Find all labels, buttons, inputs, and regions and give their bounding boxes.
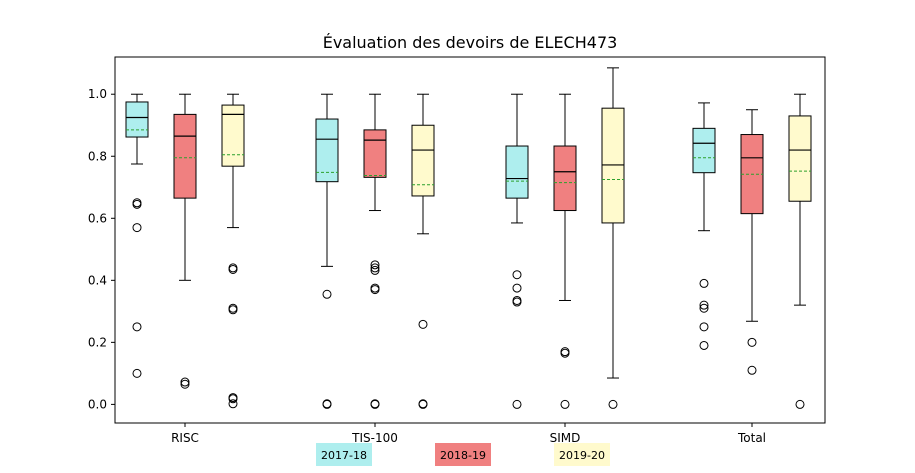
legend: 2017-18 2018-19 2019-20	[316, 443, 610, 466]
box	[505, 145, 529, 199]
outlier-point	[228, 394, 238, 404]
boxplot-2019-20-Total	[788, 93, 812, 409]
boxplot-2019-20-SIMD	[601, 67, 625, 409]
y-tick-label: 0.2	[88, 335, 107, 349]
outlier-point	[512, 283, 522, 293]
y-axis: 0.0 0.2 0.4 0.6 0.8 1.0	[88, 87, 115, 411]
outlier-point	[132, 199, 142, 209]
outlier-point	[699, 300, 709, 310]
legend-label: 2017-18	[321, 449, 367, 462]
outlier-point	[370, 265, 380, 275]
outlier-point	[132, 368, 142, 378]
outlier-point	[322, 289, 332, 299]
boxplot-2019-20-RISC	[221, 93, 245, 409]
outlier-point	[699, 303, 709, 313]
boxplot-2017-18-SIMD	[505, 93, 529, 409]
outlier-point	[322, 399, 332, 409]
legend-swatch	[435, 443, 491, 466]
outlier-point	[370, 399, 380, 409]
boxplot-2019-20-TIS-100	[411, 93, 435, 409]
boxplots	[125, 67, 812, 409]
outlier-point	[132, 322, 142, 332]
boxplot-2018-19-SIMD	[553, 93, 577, 409]
outlier-point	[512, 297, 522, 307]
outlier-point	[228, 305, 238, 315]
boxplot-2018-19-Total	[740, 109, 764, 375]
outlier-point	[180, 379, 190, 389]
legend-label: 2018-19	[440, 449, 486, 462]
box	[601, 107, 625, 224]
y-tick-label: 0.0	[88, 397, 107, 411]
outlier-point	[512, 270, 522, 280]
boxplot-2017-18-Total	[692, 102, 716, 350]
box	[788, 115, 812, 202]
x-tick-label: RISC	[171, 431, 199, 445]
outlier-point	[370, 285, 380, 295]
boxplot-2017-18-TIS-100	[315, 93, 339, 409]
x-tick-label: TIS-100	[351, 431, 398, 445]
box	[363, 129, 387, 178]
y-tick-label: 0.8	[88, 149, 107, 163]
y-tick-label: 0.4	[88, 273, 107, 287]
outlier-point	[370, 263, 380, 273]
box	[692, 127, 716, 174]
x-axis: RISC TIS-100 SIMD Total	[171, 423, 766, 445]
box	[315, 118, 339, 183]
outlier-point	[560, 399, 570, 409]
outlier-point	[228, 264, 238, 274]
plot-area	[114, 56, 826, 424]
outlier-point	[608, 399, 618, 409]
box	[173, 113, 197, 199]
outlier-point	[418, 319, 428, 329]
outlier-point	[370, 260, 380, 270]
outlier-point	[418, 399, 428, 409]
outlier-point	[132, 223, 142, 233]
outlier-point	[512, 399, 522, 409]
box	[125, 101, 149, 138]
boxplot-2018-19-TIS-100	[363, 93, 387, 409]
outlier-point	[699, 278, 709, 288]
legend-label: 2019-20	[559, 449, 605, 462]
legend-swatch	[316, 443, 372, 466]
x-tick-label: SIMD	[550, 431, 581, 445]
x-tick-label: Total	[737, 431, 766, 445]
boxplot-2017-18-RISC	[125, 93, 149, 378]
outlier-point	[747, 365, 757, 375]
outlier-point	[560, 348, 570, 358]
box	[411, 124, 435, 197]
box	[221, 104, 245, 167]
outlier-point	[228, 399, 238, 409]
y-tick-label: 1.0	[88, 87, 107, 101]
legend-swatch	[554, 443, 610, 466]
outlier-point	[699, 340, 709, 350]
outlier-point	[699, 322, 709, 332]
outlier-point	[795, 399, 805, 409]
outlier-point	[747, 337, 757, 347]
outlier-point	[180, 377, 190, 387]
chart-title: Évaluation des devoirs de ELECH473	[323, 33, 618, 52]
box	[553, 145, 577, 212]
boxplot-2018-19-RISC	[173, 93, 197, 389]
y-tick-label: 0.6	[88, 211, 107, 225]
